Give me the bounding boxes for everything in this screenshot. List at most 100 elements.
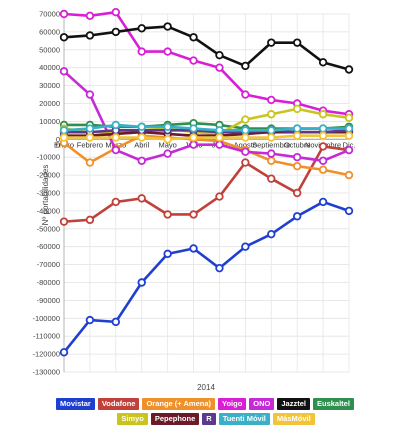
- legend-item[interactable]: Jazztel: [277, 398, 310, 410]
- data-point[interactable]: [189, 133, 198, 142]
- data-point[interactable]: [344, 65, 354, 74]
- data-point[interactable]: [189, 56, 198, 65]
- data-point[interactable]: [59, 348, 69, 357]
- legend-item[interactable]: Euskaltel: [312, 398, 354, 410]
- data-point[interactable]: [241, 133, 250, 142]
- legend-item[interactable]: Pepephone: [150, 413, 200, 425]
- data-point[interactable]: [111, 317, 121, 327]
- data-point[interactable]: [267, 149, 276, 158]
- data-point[interactable]: [318, 58, 328, 67]
- data-point[interactable]: [111, 145, 121, 155]
- data-point[interactable]: [215, 263, 224, 273]
- data-point[interactable]: [85, 133, 95, 142]
- data-point[interactable]: [215, 133, 224, 142]
- data-point[interactable]: [292, 152, 302, 162]
- data-point[interactable]: [85, 215, 95, 225]
- legend-item[interactable]: Simyo: [117, 413, 148, 425]
- data-point[interactable]: [292, 212, 302, 221]
- data-point[interactable]: [318, 197, 328, 207]
- data-point[interactable]: [163, 135, 172, 144]
- data-point[interactable]: [267, 126, 276, 135]
- data-point[interactable]: [111, 197, 121, 207]
- data-point[interactable]: [344, 145, 354, 155]
- data-point[interactable]: [344, 124, 354, 133]
- data-point[interactable]: [292, 38, 302, 47]
- data-point[interactable]: [59, 67, 69, 76]
- data-point[interactable]: [267, 229, 276, 239]
- data-point[interactable]: [241, 242, 250, 251]
- data-point[interactable]: [318, 124, 328, 133]
- data-point[interactable]: [59, 126, 69, 135]
- data-point[interactable]: [137, 278, 146, 287]
- data-point[interactable]: [137, 24, 146, 33]
- data-point[interactable]: [241, 90, 250, 99]
- data-point[interactable]: [111, 8, 121, 17]
- data-point[interactable]: [137, 133, 146, 142]
- data-point[interactable]: [267, 133, 276, 142]
- legend-item[interactable]: Yoigo: [218, 398, 247, 410]
- data-point[interactable]: [241, 158, 250, 167]
- data-point[interactable]: [267, 174, 276, 183]
- data-point[interactable]: [292, 131, 302, 140]
- data-point[interactable]: [85, 31, 95, 40]
- legend-item[interactable]: ONO: [249, 398, 275, 410]
- data-point[interactable]: [137, 122, 146, 131]
- data-point[interactable]: [241, 61, 250, 71]
- data-point[interactable]: [85, 315, 95, 325]
- data-point[interactable]: [267, 110, 276, 119]
- data-point[interactable]: [111, 133, 121, 142]
- data-point[interactable]: [59, 133, 69, 142]
- data-point[interactable]: [215, 192, 224, 201]
- data-point[interactable]: [292, 124, 302, 133]
- data-point[interactable]: [318, 165, 328, 174]
- data-point[interactable]: [85, 11, 95, 20]
- data-point[interactable]: [267, 38, 276, 47]
- data-point[interactable]: [137, 47, 146, 56]
- data-point[interactable]: [85, 90, 95, 99]
- data-point[interactable]: [189, 33, 198, 42]
- data-point[interactable]: [215, 50, 224, 60]
- data-point[interactable]: [241, 147, 250, 157]
- data-point[interactable]: [292, 188, 302, 198]
- data-point[interactable]: [215, 140, 224, 149]
- data-point[interactable]: [344, 131, 354, 140]
- data-point[interactable]: [163, 47, 172, 56]
- data-point[interactable]: [267, 95, 276, 105]
- data-point[interactable]: [189, 140, 198, 149]
- data-point[interactable]: [59, 9, 69, 19]
- data-point[interactable]: [163, 22, 172, 31]
- legend-item[interactable]: MásMóvil: [272, 413, 315, 425]
- legend-item[interactable]: Tuenti Móvil: [218, 413, 270, 425]
- data-point[interactable]: [318, 142, 328, 151]
- data-point[interactable]: [267, 156, 276, 165]
- data-point[interactable]: [318, 110, 328, 119]
- data-point[interactable]: [344, 206, 354, 216]
- data-point[interactable]: [59, 33, 69, 42]
- data-point[interactable]: [111, 27, 121, 37]
- legend-item[interactable]: Vodafone: [97, 398, 140, 410]
- data-point[interactable]: [137, 194, 146, 203]
- data-point[interactable]: [292, 161, 302, 171]
- data-point[interactable]: [241, 115, 250, 124]
- data-point[interactable]: [85, 158, 95, 167]
- data-point[interactable]: [292, 104, 302, 114]
- data-point[interactable]: [318, 131, 328, 140]
- data-point[interactable]: [344, 170, 354, 180]
- data-point[interactable]: [318, 156, 328, 165]
- legend-item[interactable]: Orange (+ Amena): [142, 398, 215, 410]
- data-point[interactable]: [344, 113, 354, 123]
- data-point[interactable]: [189, 210, 198, 219]
- data-point[interactable]: [215, 63, 224, 72]
- data-point[interactable]: [189, 124, 198, 133]
- data-point[interactable]: [163, 249, 172, 259]
- data-point[interactable]: [189, 244, 198, 253]
- data-point[interactable]: [59, 217, 69, 226]
- data-point[interactable]: [85, 124, 95, 133]
- data-point[interactable]: [137, 156, 146, 165]
- data-point[interactable]: [241, 126, 250, 135]
- data-point[interactable]: [111, 120, 121, 130]
- data-point[interactable]: [163, 210, 172, 219]
- data-point[interactable]: [215, 126, 224, 135]
- legend-item[interactable]: R: [202, 413, 216, 425]
- data-point[interactable]: [163, 122, 172, 131]
